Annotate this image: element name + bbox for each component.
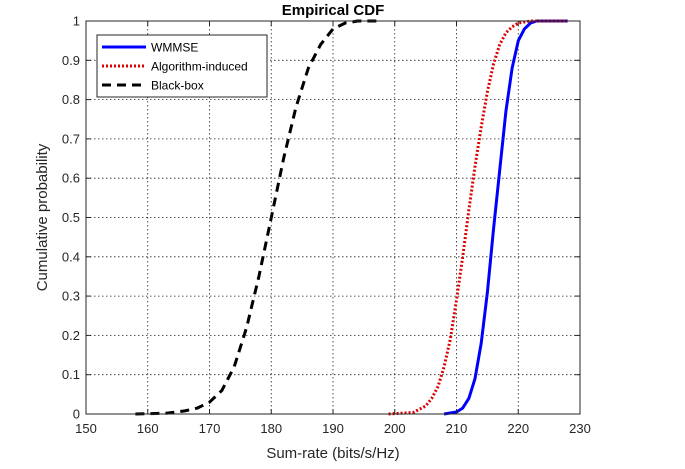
x-tick-label: 160 xyxy=(137,421,159,436)
y-tick-label: 0.2 xyxy=(62,328,80,343)
x-tick-label: 190 xyxy=(322,421,344,436)
y-tick-label: 0.8 xyxy=(62,92,80,107)
y-tick-label: 0.1 xyxy=(62,367,80,382)
x-tick-label: 230 xyxy=(569,421,591,436)
series-layer xyxy=(135,19,568,416)
series-line-algorithm-induced xyxy=(388,19,568,416)
y-tick-label: 0.6 xyxy=(62,171,80,186)
y-tick-label: 0 xyxy=(73,407,80,422)
axis-ticks: 150 160 170 180 190 200 210 220 230 0 0.1 0.2 0.3 0.4… xyxy=(62,14,591,437)
y-axis-label: Cumulative probability xyxy=(34,143,51,291)
y-tick-label: 0.3 xyxy=(62,289,80,304)
x-tick-label: 180 xyxy=(260,421,282,436)
y-tick-label: 0.4 xyxy=(62,249,80,264)
legend-label: Black-box xyxy=(151,79,204,93)
legend: WMMSE Algorithm-induced Black-box xyxy=(96,34,268,98)
x-tick-label: 210 xyxy=(446,421,468,436)
legend-box xyxy=(96,34,268,98)
y-tick-label: 0.9 xyxy=(62,53,80,68)
y-tick-label: 0.7 xyxy=(62,131,80,146)
x-tick-label: 220 xyxy=(507,421,529,436)
legend-label: WMMSE xyxy=(151,41,198,55)
legend-label: Algorithm-induced xyxy=(151,60,248,74)
x-tick-label: 200 xyxy=(384,421,406,436)
x-tick-label: 150 xyxy=(75,421,97,436)
series-line-black-box xyxy=(135,19,383,416)
y-tick-label: 0.5 xyxy=(62,210,80,225)
y-tick-label: 1 xyxy=(73,14,80,29)
x-axis-label: Sum-rate (bits/s/Hz) xyxy=(266,445,399,462)
chart-title: Empirical CDF xyxy=(282,2,385,19)
x-tick-label: 170 xyxy=(199,421,221,436)
